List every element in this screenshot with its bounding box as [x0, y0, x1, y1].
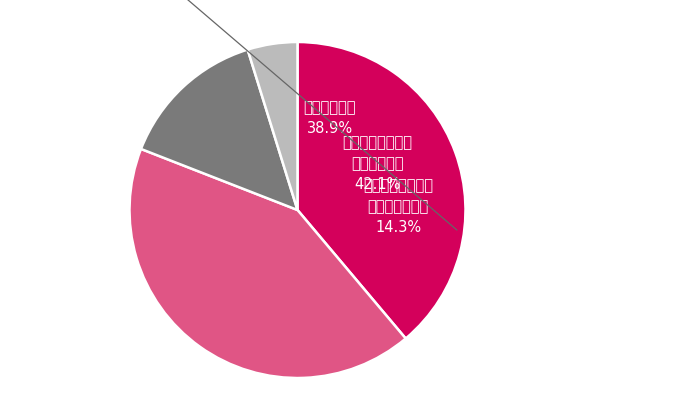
Text: どちらかというと
満足している
42.1%: どちらかというと 満足している 42.1% [342, 135, 412, 192]
Wedge shape [141, 50, 298, 210]
Text: 満足していない
4.8%: 満足していない 4.8% [124, 0, 457, 230]
Wedge shape [298, 42, 466, 338]
Wedge shape [130, 149, 406, 378]
Wedge shape [248, 42, 298, 210]
Text: 満足している
38.9%: 満足している 38.9% [304, 100, 356, 136]
Text: どちらかというと
満足していない
14.3%: どちらかというと 満足していない 14.3% [363, 178, 433, 235]
